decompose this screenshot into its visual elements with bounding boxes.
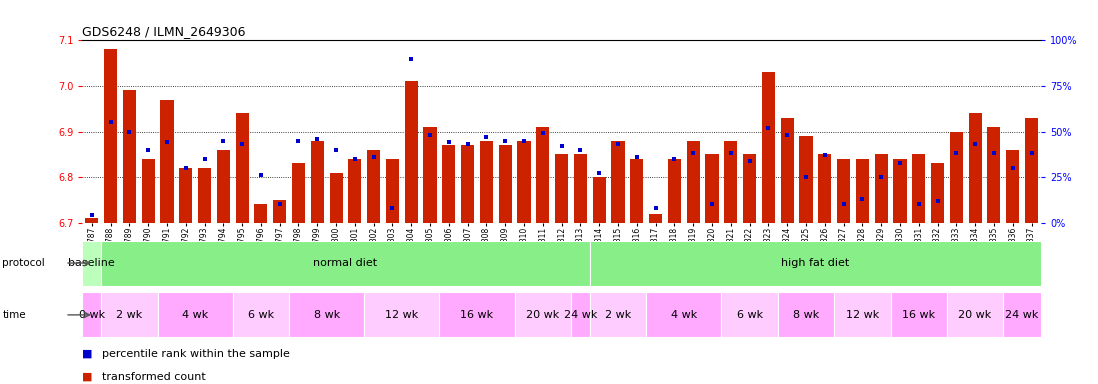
Text: GDS6248 / ILMN_2649306: GDS6248 / ILMN_2649306: [82, 25, 246, 38]
Bar: [461, 145, 474, 223]
Bar: [777, 293, 834, 337]
Bar: [593, 177, 606, 223]
Bar: [311, 141, 324, 223]
Bar: [762, 72, 775, 223]
Text: 24 wk: 24 wk: [1006, 310, 1039, 320]
Bar: [912, 154, 926, 223]
Text: transformed count: transformed count: [102, 372, 205, 382]
Bar: [630, 159, 643, 223]
Bar: [515, 293, 571, 337]
Bar: [536, 127, 549, 223]
Bar: [82, 240, 101, 286]
Text: 8 wk: 8 wk: [314, 310, 339, 320]
Text: 16 wk: 16 wk: [903, 310, 935, 320]
Bar: [289, 293, 365, 337]
Text: 6 wk: 6 wk: [737, 310, 763, 320]
Bar: [157, 293, 233, 337]
Text: 12 wk: 12 wk: [845, 310, 879, 320]
Text: percentile rank within the sample: percentile rank within the sample: [102, 349, 290, 359]
Bar: [86, 218, 99, 223]
Bar: [668, 159, 681, 223]
Bar: [104, 50, 117, 223]
Text: normal diet: normal diet: [313, 258, 378, 268]
Bar: [365, 293, 439, 337]
Text: 6 wk: 6 wk: [248, 310, 274, 320]
Bar: [987, 127, 1000, 223]
Bar: [855, 159, 869, 223]
Text: protocol: protocol: [2, 258, 45, 268]
Bar: [612, 141, 625, 223]
Text: high fat diet: high fat diet: [782, 258, 850, 268]
Bar: [442, 145, 456, 223]
Bar: [405, 81, 418, 223]
Bar: [101, 293, 157, 337]
Text: 20 wk: 20 wk: [526, 310, 560, 320]
Bar: [348, 159, 361, 223]
Bar: [1006, 150, 1019, 223]
Bar: [255, 204, 268, 223]
Bar: [292, 164, 305, 223]
Bar: [834, 293, 890, 337]
Bar: [1024, 118, 1038, 223]
Bar: [931, 164, 944, 223]
Text: 4 wk: 4 wk: [182, 310, 209, 320]
Bar: [705, 154, 718, 223]
Bar: [198, 168, 211, 223]
Text: 12 wk: 12 wk: [385, 310, 418, 320]
Text: ■: ■: [82, 372, 93, 382]
Text: 16 wk: 16 wk: [460, 310, 494, 320]
Text: 20 wk: 20 wk: [959, 310, 991, 320]
Bar: [574, 154, 587, 223]
Text: 4 wk: 4 wk: [671, 310, 697, 320]
Bar: [946, 293, 1004, 337]
Bar: [743, 154, 757, 223]
Bar: [101, 240, 590, 286]
Text: time: time: [2, 310, 26, 320]
Bar: [968, 113, 982, 223]
Bar: [142, 159, 155, 223]
Bar: [725, 141, 738, 223]
Bar: [950, 131, 963, 223]
Bar: [424, 127, 437, 223]
Bar: [875, 154, 887, 223]
Bar: [439, 293, 515, 337]
Bar: [556, 154, 568, 223]
Bar: [837, 159, 850, 223]
Text: 8 wk: 8 wk: [793, 310, 819, 320]
Bar: [686, 141, 699, 223]
Bar: [123, 91, 136, 223]
Bar: [571, 293, 590, 337]
Bar: [590, 240, 1041, 286]
Text: baseline: baseline: [68, 258, 115, 268]
Bar: [649, 214, 662, 223]
Text: ■: ■: [82, 349, 93, 359]
Bar: [1004, 293, 1041, 337]
Bar: [818, 154, 831, 223]
Bar: [721, 293, 777, 337]
Text: 24 wk: 24 wk: [563, 310, 597, 320]
Bar: [799, 136, 813, 223]
Bar: [498, 145, 512, 223]
Bar: [367, 150, 380, 223]
Text: 2 wk: 2 wk: [605, 310, 631, 320]
Bar: [385, 159, 399, 223]
Bar: [273, 200, 287, 223]
Bar: [647, 293, 721, 337]
Bar: [216, 150, 229, 223]
Bar: [233, 293, 289, 337]
Bar: [517, 141, 530, 223]
Bar: [329, 172, 343, 223]
Bar: [781, 118, 794, 223]
Bar: [480, 141, 493, 223]
Text: 0 wk: 0 wk: [79, 310, 104, 320]
Bar: [236, 113, 248, 223]
Bar: [590, 293, 647, 337]
Bar: [894, 159, 907, 223]
Bar: [179, 168, 192, 223]
Bar: [890, 293, 946, 337]
Text: 2 wk: 2 wk: [116, 310, 143, 320]
Bar: [82, 293, 101, 337]
Bar: [160, 99, 173, 223]
